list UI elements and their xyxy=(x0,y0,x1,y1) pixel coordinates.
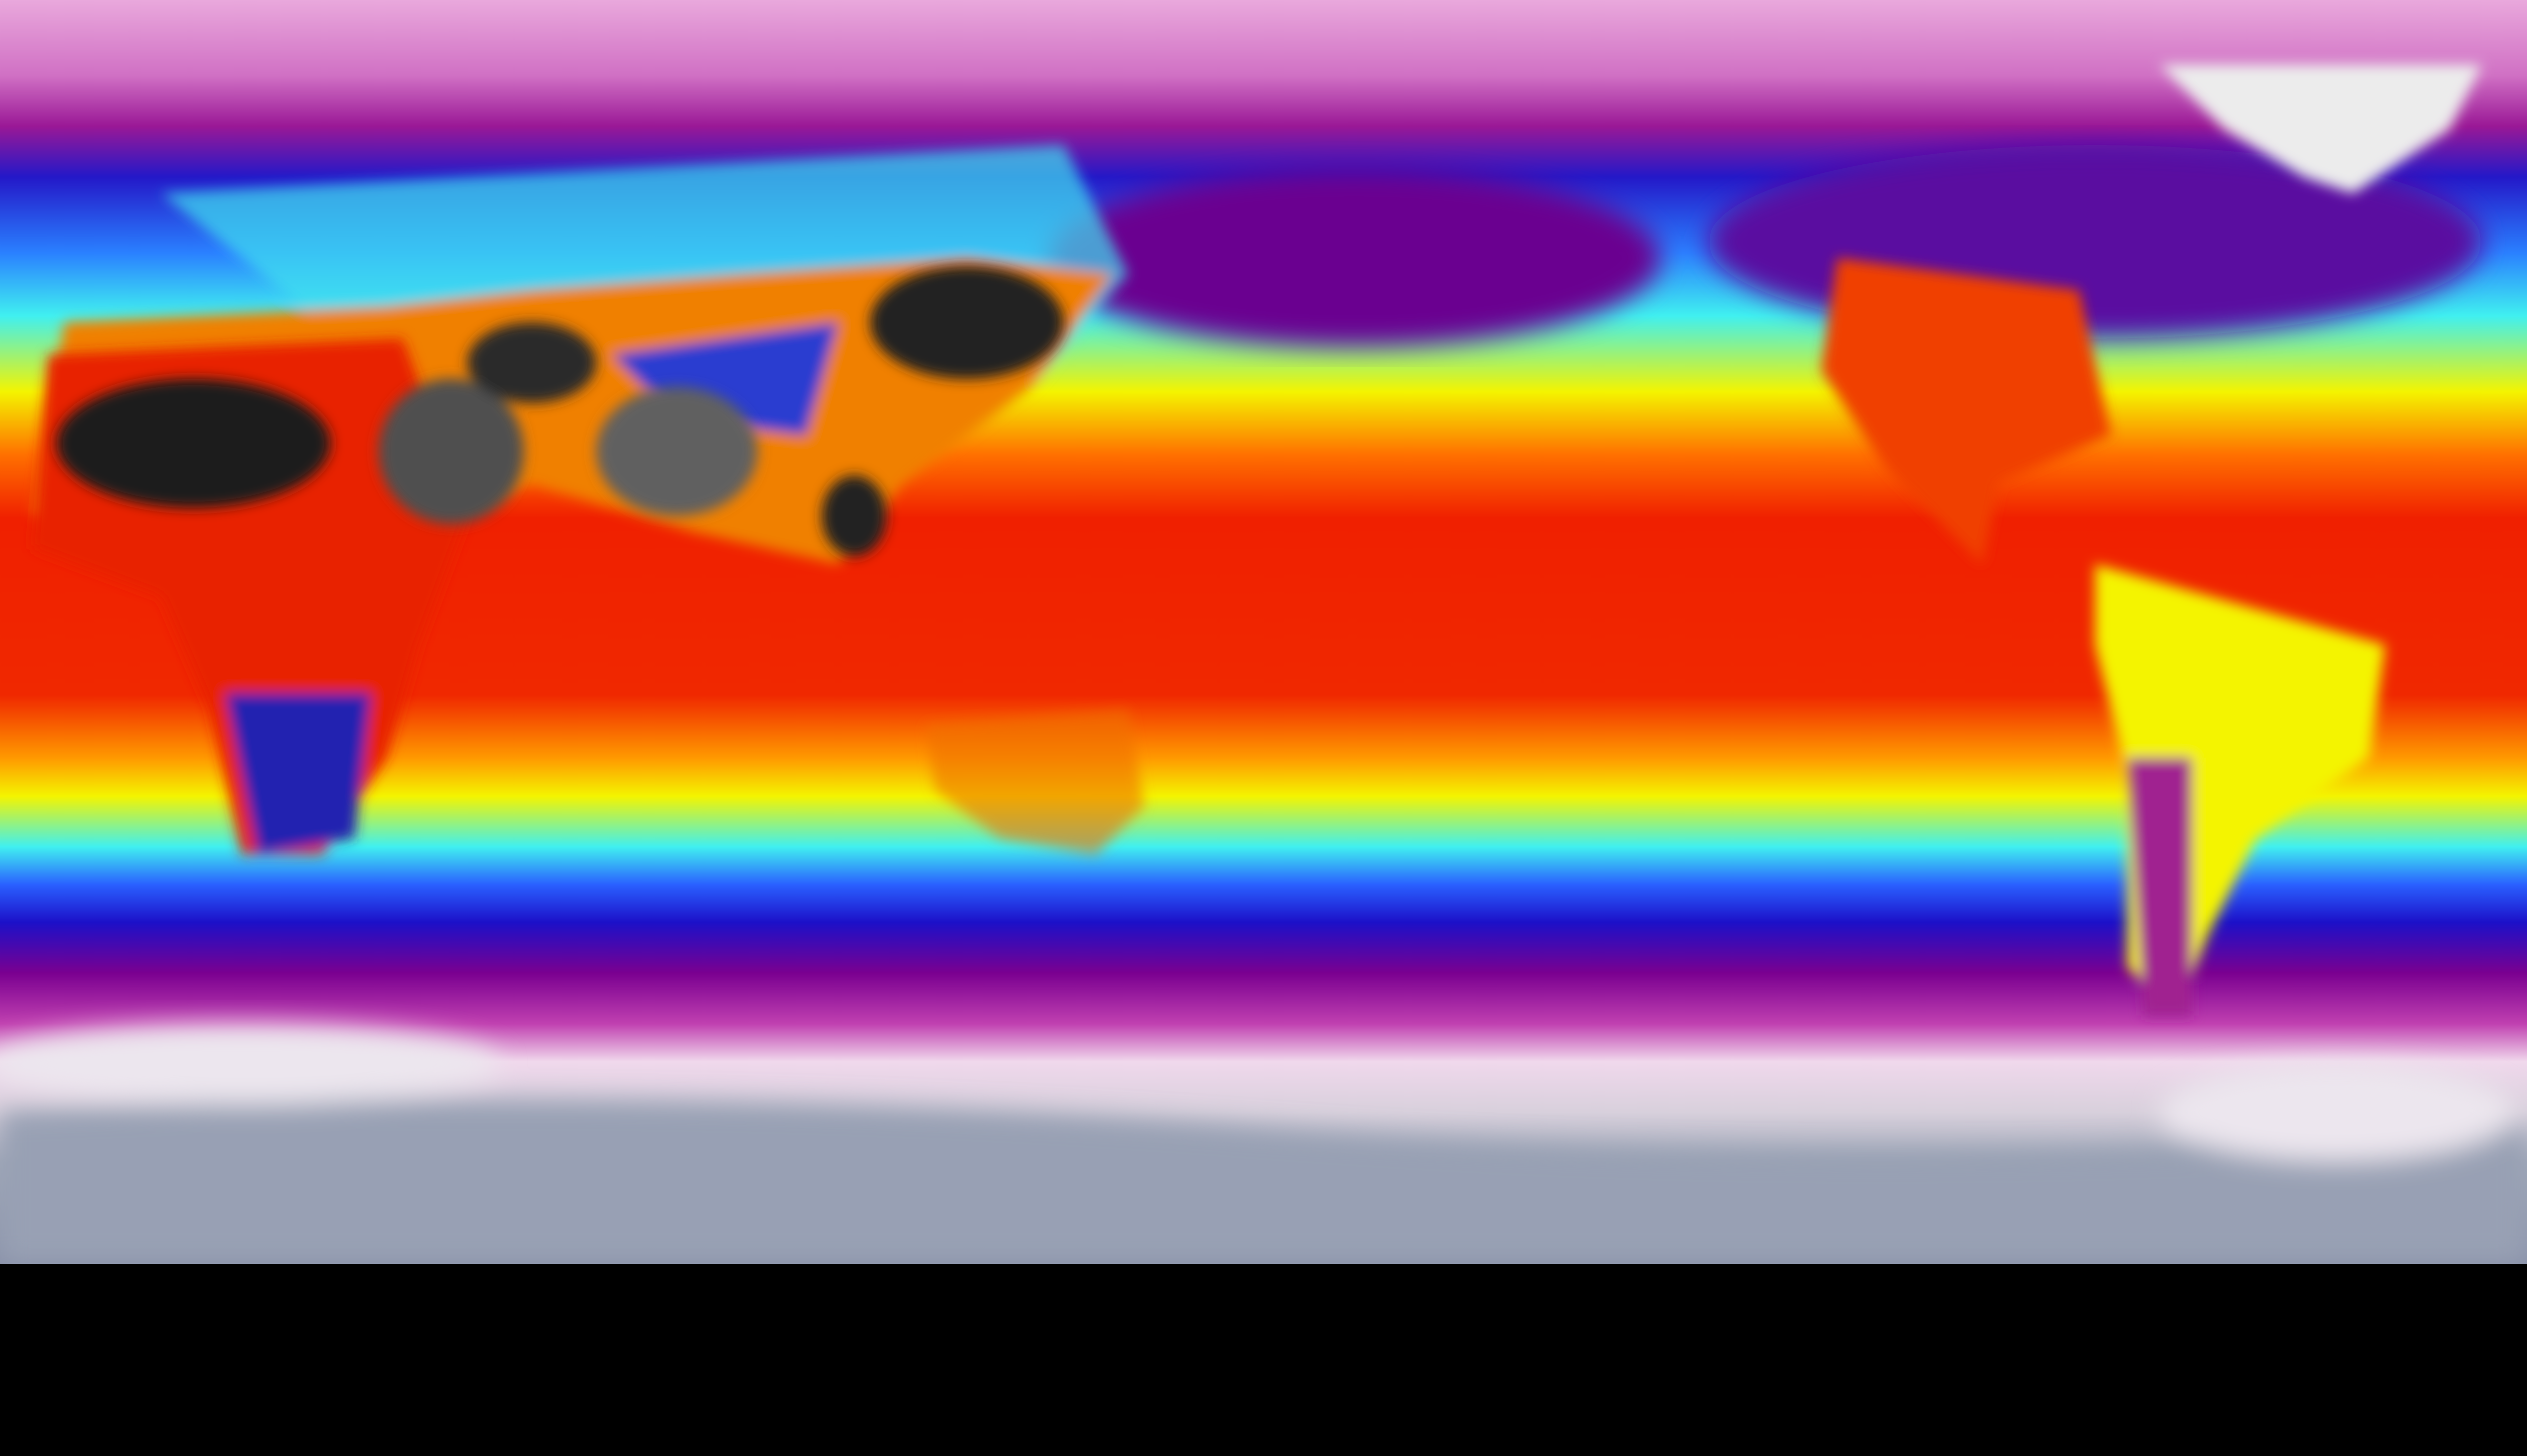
americas-landmass xyxy=(1821,258,2385,1016)
antarctica-ice-sheet xyxy=(0,1023,2527,1264)
china-hotspot xyxy=(870,266,1064,379)
global-temperature-map xyxy=(0,0,2527,1264)
sahara-hotspot xyxy=(56,379,331,508)
southeast-asia-hotspot xyxy=(822,476,886,556)
india-hotspot xyxy=(596,387,758,516)
australia-landmass xyxy=(926,709,1145,855)
iran-hotspot xyxy=(467,322,596,403)
extreme-heat-regions xyxy=(56,266,1064,556)
arabia-hotspot xyxy=(379,379,524,524)
